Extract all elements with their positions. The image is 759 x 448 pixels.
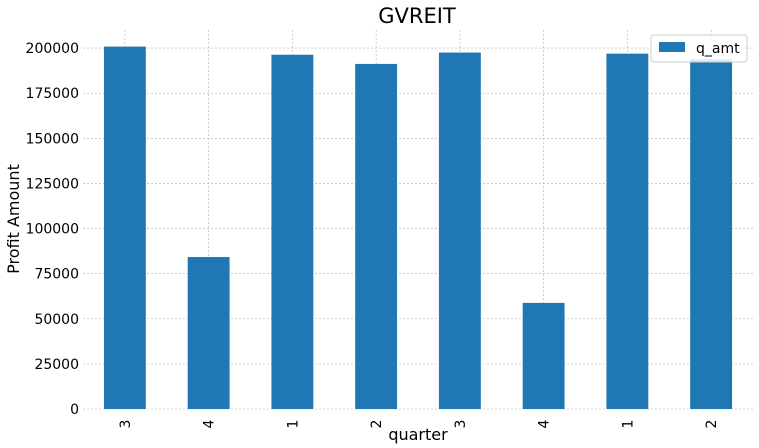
grid-lines bbox=[83, 30, 753, 410]
y-axis-ticks: 0 25000 50000 75000 100000 125000 150000 175000… bbox=[26, 41, 79, 418]
legend-label: q_amt bbox=[696, 41, 740, 57]
y-axis-label: Profit Amount bbox=[4, 164, 23, 274]
x-tick-label: 4 bbox=[202, 419, 218, 428]
x-tick-label: 2 bbox=[369, 420, 385, 429]
chart-title: GVREIT bbox=[378, 4, 456, 28]
y-tick-label: 75000 bbox=[34, 267, 79, 283]
x-tick-label: 3 bbox=[118, 420, 134, 429]
bar-3 bbox=[271, 54, 314, 409]
y-tick-label: 150000 bbox=[26, 131, 79, 147]
bar-6 bbox=[522, 302, 565, 409]
x-tick-label: 2 bbox=[704, 420, 720, 429]
bar-5 bbox=[438, 52, 481, 410]
x-axis-ticks: 3 4 1 2 3 4 1 2 bbox=[118, 419, 720, 428]
legend-swatch bbox=[659, 42, 685, 52]
x-axis-label: quarter bbox=[388, 425, 448, 444]
bar-2 bbox=[187, 257, 230, 409]
x-tick-label: 1 bbox=[285, 420, 301, 429]
bars bbox=[103, 46, 733, 410]
x-tick-label: 1 bbox=[620, 420, 636, 429]
y-tick-label: 0 bbox=[70, 402, 79, 418]
bar-8 bbox=[690, 59, 733, 409]
legend-box bbox=[650, 34, 748, 63]
legend: q_amt bbox=[650, 34, 748, 63]
y-tick-label: 25000 bbox=[34, 357, 79, 373]
y-tick-label: 200000 bbox=[26, 41, 79, 57]
y-tick-label: 125000 bbox=[26, 176, 79, 192]
bar-1 bbox=[103, 46, 146, 409]
y-tick-label: 175000 bbox=[26, 86, 79, 102]
bar-7 bbox=[606, 53, 649, 409]
y-tick-label: 100000 bbox=[26, 222, 79, 238]
bar-4 bbox=[355, 63, 398, 409]
y-tick-label: 50000 bbox=[34, 312, 79, 328]
x-tick-label: 3 bbox=[453, 420, 469, 429]
x-tick-label: 4 bbox=[537, 419, 553, 428]
